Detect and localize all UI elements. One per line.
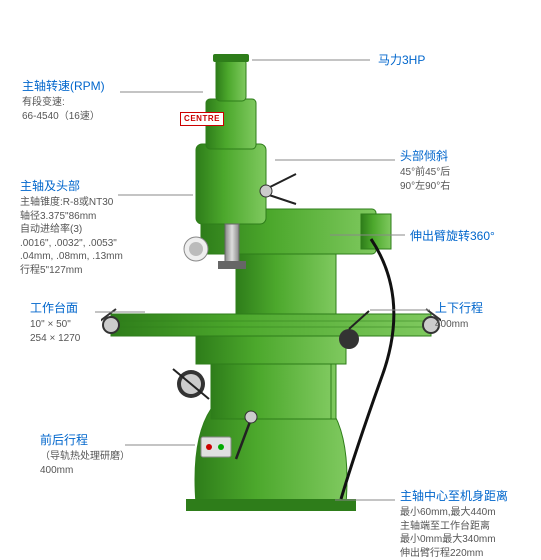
label-ystroke: 前后行程 （导轨热处理研磨） 400mm: [40, 432, 130, 477]
label-spec: 10" × 50": [30, 318, 80, 332]
label-title: 上下行程: [435, 300, 483, 316]
label-hp: 马力3HP: [378, 52, 425, 70]
label-spec: .04mm, .08mm, .13mm: [20, 250, 123, 264]
label-spec: （导轨热处理研磨）: [40, 450, 130, 464]
label-arm: 伸出臂旋转360°: [410, 228, 495, 246]
label-title: 主轴转速(RPM): [22, 78, 105, 94]
label-spec: 主轴端至工作台距离: [400, 520, 508, 534]
label-title: 主轴及头部: [20, 178, 123, 194]
label-spindle: 主轴及头部 主轴锥度:R-8或NT30 轴径3.375"86mm 自动进给率(3…: [20, 178, 123, 277]
label-spec: 轴径3.375"86mm: [20, 210, 123, 224]
label-spec: 400mm: [435, 318, 483, 332]
label-rpm: 主轴转速(RPM) 有段变速: 66-4540（16速）: [22, 78, 105, 123]
label-spec: 254 × 1270: [30, 332, 80, 346]
label-title: 前后行程: [40, 432, 130, 448]
label-spec: 主轴锥度:R-8或NT30: [20, 196, 123, 210]
label-spec: .0016", .0032", .0053": [20, 237, 123, 251]
label-spec: 最小0mm最大340mm: [400, 533, 508, 547]
label-spec: 伸出臂行程220mm: [400, 547, 508, 560]
label-spec: 行程5"127mm: [20, 264, 123, 278]
label-title: 马力3HP: [378, 52, 425, 68]
label-spec: 66-4540（16速）: [22, 110, 105, 124]
label-spec: 有段变速:: [22, 96, 105, 110]
label-spec: 最小60mm,最大440m: [400, 506, 508, 520]
label-spec: 90°左90°右: [400, 180, 450, 194]
label-spec: 45°前45°后: [400, 166, 450, 180]
label-spec: 自动进给率(3): [20, 223, 123, 237]
milling-machine: [101, 39, 441, 519]
label-title: 伸出臂旋转360°: [410, 228, 495, 244]
label-spec: 400mm: [40, 464, 130, 478]
label-title: 主轴中心至机身距离: [400, 488, 508, 504]
label-tilt: 头部倾斜 45°前45°后 90°左90°右: [400, 148, 450, 193]
label-title: 头部倾斜: [400, 148, 450, 164]
label-table: 工作台面 10" × 50" 254 × 1270: [30, 300, 80, 345]
label-center: 主轴中心至机身距离 最小60mm,最大440m 主轴端至工作台距离 最小0mm最…: [400, 488, 508, 560]
brand-plate: CENTRE: [180, 112, 224, 126]
label-title: 工作台面: [30, 300, 80, 316]
label-zstroke: 上下行程 400mm: [435, 300, 483, 332]
